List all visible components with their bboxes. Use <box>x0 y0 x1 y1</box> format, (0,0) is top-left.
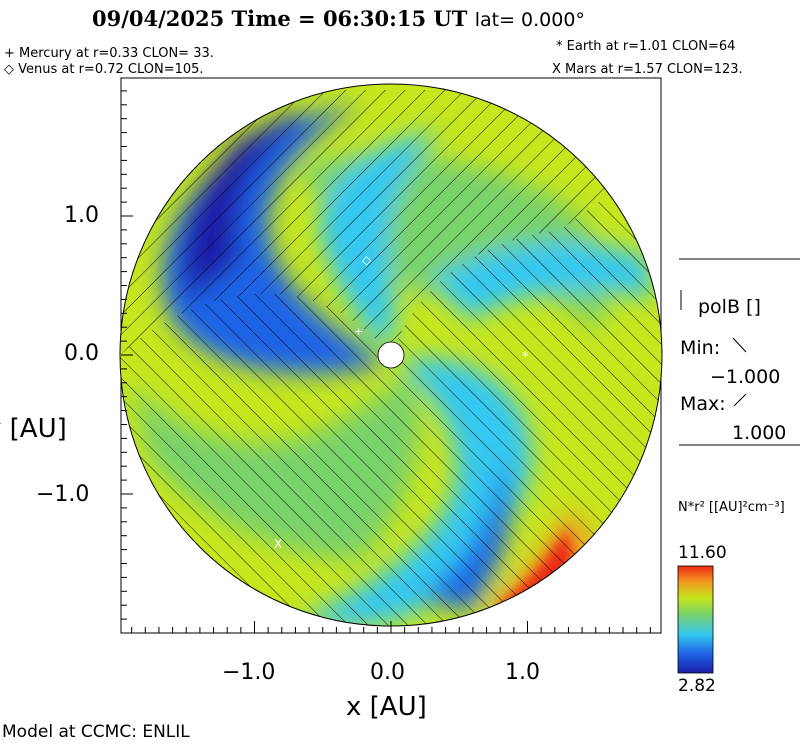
min-label: Min: <box>680 337 721 359</box>
title-date: 09/04/2025 <box>92 6 225 31</box>
colorbar-max: 11.60 <box>678 543 727 563</box>
colorbar <box>677 565 714 674</box>
max-label: Max: <box>680 393 726 415</box>
mercury-position: + Mercury at r=0.33 CLON= 33. <box>4 46 214 61</box>
x-tick-0: 0.0 <box>370 660 405 685</box>
mercury-marker: + <box>354 325 363 338</box>
max-value: 1.000 <box>732 422 787 444</box>
mars-marker: X <box>274 537 282 551</box>
max-hatch-sample <box>733 393 747 407</box>
earth-marker: * <box>522 350 529 365</box>
density-field <box>120 84 662 626</box>
polarity-title: polB [] <box>698 296 761 318</box>
colorbar-min: 2.82 <box>678 676 716 696</box>
min-hatch-sample <box>732 337 747 353</box>
title-time: Time = 06:30:15 UT <box>231 6 468 31</box>
model-credit: Model at CCMC: ENLIL <box>2 722 190 742</box>
plot-title: 09/04/2025 Time = 06:30:15 UT lat= 0.000… <box>92 6 585 31</box>
title-lat: lat= 0.000° <box>474 9 585 31</box>
y-axis-label: y [AU] <box>0 414 67 444</box>
axis-ticks <box>121 90 651 634</box>
earth-position: * Earth at r=1.01 CLON=64 <box>556 39 736 54</box>
y-tick-neg1: −1.0 <box>36 482 90 507</box>
venus-position: ◇ Venus at r=0.72 CLON=105. <box>4 62 204 77</box>
y-tick-1: 1.0 <box>64 203 99 228</box>
colorbar-quantity: N*r² [[AU]²cm⁻³] <box>678 500 785 515</box>
y-tick-0: 0.0 <box>64 341 99 366</box>
sun-marker <box>377 341 405 369</box>
x-axis-label: x [AU] <box>346 692 427 722</box>
min-value: −1.000 <box>710 366 781 388</box>
x-tick-neg1: −1.0 <box>222 660 276 685</box>
x-tick-1: 1.0 <box>505 660 540 685</box>
venus-marker: ◇ <box>362 253 372 267</box>
mars-position: X Mars at r=1.57 CLON=123. <box>552 62 743 77</box>
